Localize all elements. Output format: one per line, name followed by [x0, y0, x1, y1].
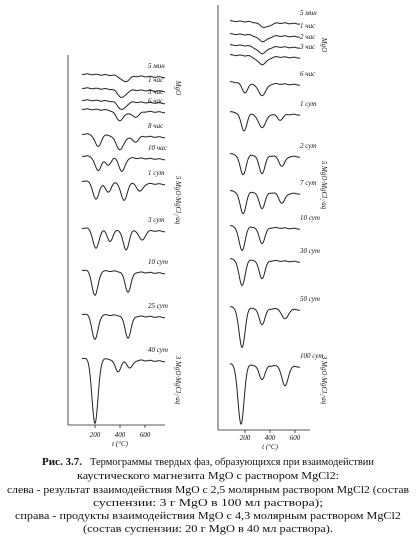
curve-label: 25 сут: [148, 302, 168, 310]
curve-label: 10 сут: [300, 214, 320, 222]
phase-label: 3 MgO·MgCl₂·aq: [320, 355, 328, 405]
curve-label: 1 час: [148, 76, 164, 84]
curve-label: 50 сут: [300, 295, 320, 303]
thermogram-curve: [230, 111, 301, 132]
thermogram-curve: [230, 363, 301, 426]
tick-label: 400: [265, 434, 276, 442]
curve-label: 40 сут: [148, 346, 168, 354]
curve-label: 2 сут: [300, 142, 316, 150]
thermogram-curve: [81, 227, 166, 251]
thermogram-curve: [81, 313, 166, 340]
phase-label: 5 MgO·MgCl₂·aq: [320, 161, 328, 210]
thermogram-curve: [81, 269, 166, 296]
curve-label: 7 сут: [300, 179, 316, 187]
thermogram-curve: [81, 108, 166, 122]
thermogram-curve: [230, 190, 301, 215]
thermogram-curve: [230, 33, 301, 43]
phase-label: 5 MgO·MgCl₂·aq: [174, 176, 182, 225]
caption-line: Термограммы твердых фаз, образующихся пр…: [90, 456, 374, 468]
curve-label: 2 час: [300, 33, 316, 41]
caption-line: суспензии: 3 г MgO в 100 мл раствора);: [93, 497, 323, 509]
figure-number: Рис. 3.7.: [42, 456, 82, 468]
curve-label: 1 сут: [300, 100, 316, 108]
caption-line: справа - продукты взаимодействия MgO с 4…: [15, 510, 401, 522]
curve-label: 5 мин: [148, 62, 165, 70]
curve-label: 1 сут: [148, 169, 164, 177]
caption-line: слева - результат взаимодействия MgO с 2…: [7, 484, 409, 496]
thermogram-curve: [230, 20, 301, 29]
thermogram-curve: [81, 357, 166, 425]
curve-label: 3 час: [147, 88, 164, 96]
curve-label: 100 сут: [300, 352, 323, 360]
curve-label: 1 час: [300, 22, 316, 30]
axis-label: t (°C): [112, 440, 128, 448]
thermogram-curve: [81, 73, 166, 83]
curve-label: 6 час: [148, 97, 164, 105]
curve-label: 30 сут: [299, 247, 320, 255]
phase-label: MgO: [320, 37, 328, 52]
tick-label: 400: [115, 431, 126, 439]
curve-label: 3 час: [299, 43, 316, 51]
thermogram-curve: [230, 44, 301, 55]
thermogram-curve: [81, 180, 166, 201]
curve-label: 10 час: [148, 144, 168, 152]
curve-label: 10 сут: [148, 258, 168, 266]
tick-label: 200: [90, 431, 101, 439]
caption-line: (состав суспензии: 20 г MgO в 40 мл раст…: [83, 523, 333, 535]
thermogram-curve: [81, 87, 166, 98]
thermogram-curve: [230, 306, 301, 349]
axis-label: t (°C): [262, 443, 278, 451]
curve-label: 3 сут: [147, 216, 164, 224]
phase-label: 3 MgO·MgCl₂·aq: [174, 355, 182, 405]
thermogram-curve: [230, 225, 301, 251]
thermogram-curve: [81, 133, 166, 151]
thermogram-curve: [230, 153, 301, 176]
thermogram-curve: [81, 155, 166, 172]
phase-label: MgO: [174, 80, 182, 95]
tick-label: 200: [240, 434, 251, 442]
tick-label: 600: [140, 431, 151, 439]
thermogram-curve: [230, 258, 301, 286]
curve-label: 6 час: [300, 70, 316, 78]
curve-label: 8 час: [148, 122, 164, 130]
thermogram-curve: [230, 54, 301, 66]
caption-line: каустического магнезита MgO с раствором …: [77, 470, 339, 482]
tick-label: 600: [290, 434, 301, 442]
curve-label: 5 мин: [300, 9, 317, 17]
thermogram-curve: [230, 81, 301, 97]
thermogram-curve: [81, 99, 166, 110]
